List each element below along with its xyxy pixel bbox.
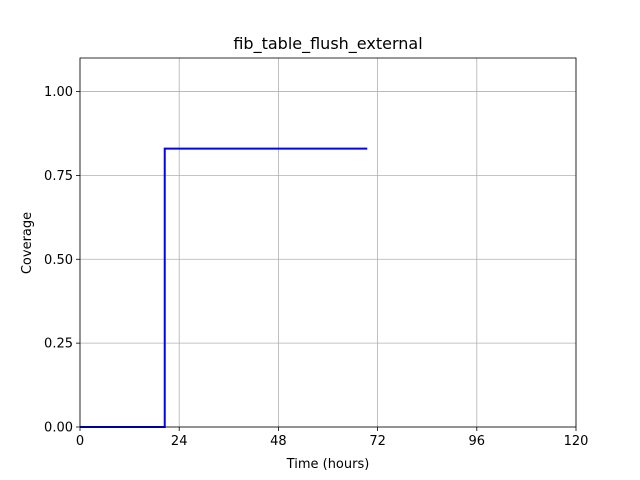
- plot-frame: [79, 57, 577, 428]
- x-tick-label: 48: [270, 434, 287, 449]
- y-axis-label: Coverage: [20, 212, 35, 274]
- x-tick-label: 0: [76, 434, 84, 449]
- y-tick-label: 0.25: [44, 337, 73, 352]
- y-tick-label: 0.50: [44, 253, 73, 268]
- x-tick-label: 120: [564, 434, 589, 449]
- x-axis-ticks: 0 24 48 72 96 120: [76, 427, 589, 449]
- x-tick-label: 96: [469, 434, 486, 449]
- chart-title: fib_table_flush_external: [233, 34, 422, 54]
- y-tick-label: 0.75: [44, 169, 73, 184]
- y-axis-ticks: 0.00 0.25 0.50 0.75 1.00: [44, 85, 80, 436]
- y-tick-label: 0.00: [44, 421, 73, 436]
- x-tick-label: 72: [369, 434, 386, 449]
- x-tick-label: 24: [171, 434, 188, 449]
- x-axis-label: Time (hours): [286, 457, 370, 472]
- y-tick-label: 1.00: [44, 85, 73, 100]
